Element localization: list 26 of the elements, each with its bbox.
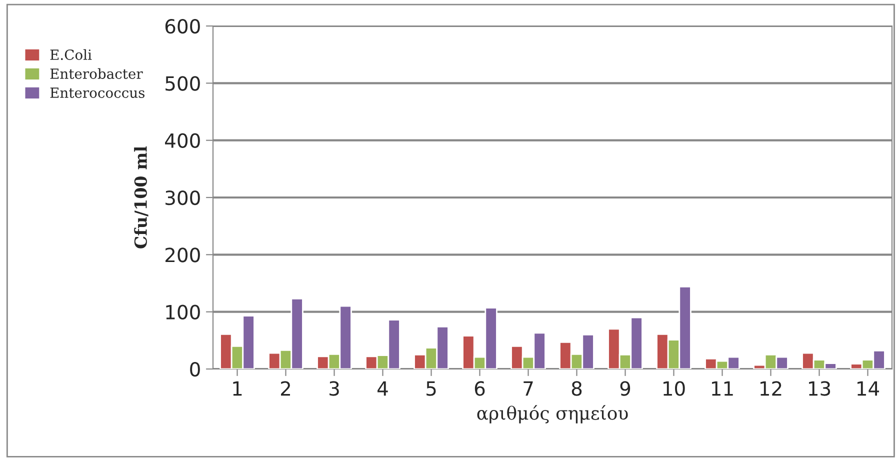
y-tick-label: 600 (165, 18, 200, 34)
x-tick-label: 13 (809, 381, 830, 396)
y-tick-label: 0 (190, 362, 200, 377)
y-tick-label: 500 (166, 76, 200, 91)
x-tick-label: 5 (426, 381, 436, 396)
x-tick-label: 1 (233, 381, 242, 396)
x-axis-title: αριθμός σημείου (477, 405, 628, 424)
legend-label: Enterobacter (50, 68, 143, 79)
y-axis-title: Cfu/100 ml (134, 146, 148, 248)
x-tick-label: 7 (524, 381, 533, 396)
x-tick-label: 12 (760, 381, 782, 396)
x-tick-label: 2 (280, 381, 290, 396)
legend-label: Enterococcus (50, 88, 144, 98)
y-tick-label: 100 (166, 304, 200, 320)
legend-label: E.Coli (50, 49, 92, 60)
x-tick-label: 11 (712, 381, 733, 396)
x-tick-label: 10 (664, 381, 685, 396)
x-tick-label: 8 (572, 381, 582, 396)
y-tick-label: 200 (166, 248, 200, 262)
y-tick-label: 300 (166, 190, 200, 206)
x-tick-label: 3 (330, 381, 339, 396)
y-tick-label: 400 (165, 133, 200, 148)
x-tick-label: 6 (474, 381, 485, 396)
x-tick-label: 14 (858, 381, 880, 396)
x-tick-label: 4 (378, 381, 388, 396)
x-tick-label: 9 (620, 381, 630, 396)
